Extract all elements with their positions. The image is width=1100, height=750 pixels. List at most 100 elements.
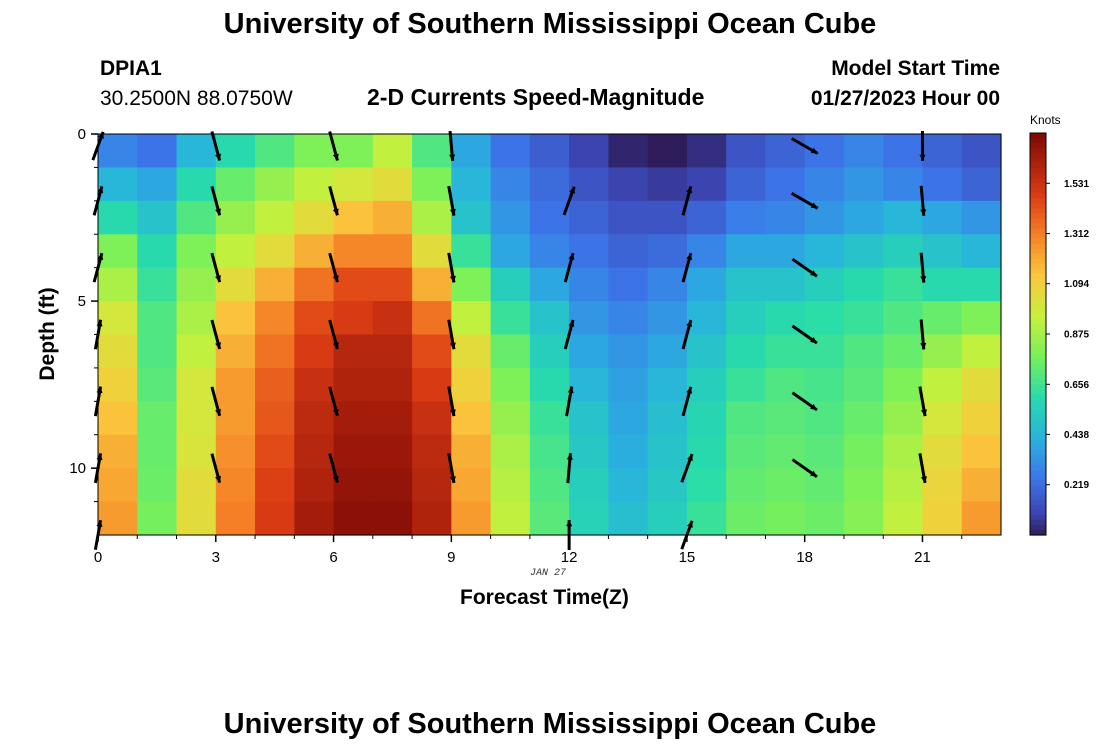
colorbar-swatch bbox=[1030, 328, 1046, 335]
heatmap-cell bbox=[843, 468, 884, 503]
heatmap-cell bbox=[255, 501, 295, 536]
current-vector-arrow bbox=[565, 386, 574, 417]
heatmap-cell bbox=[883, 167, 924, 202]
heatmap-cell bbox=[333, 267, 374, 302]
heatmap-cell bbox=[372, 468, 413, 503]
heatmap-cell bbox=[372, 367, 413, 402]
heatmap-cell bbox=[569, 234, 609, 269]
heatmap-cell bbox=[647, 234, 688, 269]
current-vector-arrow bbox=[791, 324, 818, 345]
heatmap-cell bbox=[176, 234, 217, 269]
heatmap-cell bbox=[647, 167, 688, 202]
current-vector-arrow bbox=[447, 386, 456, 417]
colorbar-swatch bbox=[1030, 193, 1046, 199]
heatmap-cell bbox=[922, 401, 963, 436]
heatmap-cell bbox=[961, 134, 1002, 169]
current-vector-arrow bbox=[210, 252, 222, 283]
colorbar-swatch bbox=[1030, 303, 1046, 310]
colorbar-swatch bbox=[1030, 213, 1046, 220]
heatmap-cell bbox=[843, 200, 884, 235]
colorbar-swatch bbox=[1030, 464, 1046, 471]
heatmap-cell bbox=[569, 401, 609, 436]
heatmap-cell bbox=[137, 234, 178, 269]
heatmap-cell bbox=[294, 434, 335, 469]
heatmap-cell bbox=[529, 134, 570, 169]
heatmap-cell bbox=[176, 301, 217, 336]
colorbar-swatch bbox=[1030, 173, 1046, 179]
heatmap-cell bbox=[804, 434, 845, 469]
heatmap-cell bbox=[294, 234, 335, 269]
heatmap-cell bbox=[922, 334, 963, 369]
x-axis-label: Forecast Time(Z) bbox=[460, 586, 629, 609]
current-vector-arrow bbox=[791, 458, 818, 478]
heatmap-cell bbox=[726, 468, 767, 503]
heatmap-cell bbox=[686, 334, 727, 369]
heatmap-cell bbox=[255, 434, 295, 469]
heatmap-cell bbox=[490, 334, 531, 369]
colorbar-swatch bbox=[1030, 203, 1046, 209]
current-vector-arrow bbox=[791, 391, 818, 412]
heatmap-cell bbox=[255, 334, 295, 369]
heatmap-cell bbox=[372, 501, 413, 536]
colorbar-swatch bbox=[1030, 399, 1046, 405]
heatmap-cell bbox=[765, 468, 806, 503]
colorbar-label: Knots bbox=[1030, 113, 1061, 127]
colorbar-swatch bbox=[1030, 243, 1046, 250]
heatmap-cell bbox=[843, 401, 884, 436]
heatmap-cell bbox=[922, 301, 963, 336]
current-vector-arrow bbox=[919, 319, 927, 350]
heatmap-cell bbox=[137, 267, 178, 302]
heatmap-cell bbox=[569, 367, 609, 402]
heatmap-cell bbox=[529, 334, 570, 369]
heatmap-cell bbox=[294, 200, 335, 235]
heatmap-cell bbox=[726, 301, 767, 336]
heatmap-cell bbox=[372, 167, 413, 202]
current-vector-arrow bbox=[919, 252, 927, 283]
colorbar-swatch bbox=[1030, 288, 1046, 295]
colorbar-swatch bbox=[1030, 223, 1046, 230]
heatmap-cell bbox=[294, 301, 335, 336]
colorbar-swatch bbox=[1030, 444, 1046, 451]
colorbar-swatch bbox=[1030, 143, 1046, 149]
current-vector-arrow bbox=[448, 130, 456, 162]
heatmap-cell bbox=[294, 367, 335, 402]
heatmap-cell bbox=[843, 501, 884, 536]
heatmap-cell bbox=[98, 267, 138, 302]
heatmap-cell bbox=[215, 167, 256, 202]
colorbar-swatch bbox=[1030, 238, 1046, 245]
heatmap-cell bbox=[137, 334, 178, 369]
current-vector-arrow bbox=[790, 137, 819, 155]
heatmap-cell bbox=[490, 167, 531, 202]
heatmap-cell bbox=[961, 468, 1002, 503]
colorbar-swatch bbox=[1030, 293, 1046, 300]
heatmap-cell bbox=[294, 468, 335, 503]
colorbar-swatch bbox=[1030, 494, 1046, 501]
heatmap-cell bbox=[647, 301, 688, 336]
heatmap-cell bbox=[412, 134, 452, 169]
current-vector-arrow bbox=[328, 386, 339, 417]
current-vector-arrow bbox=[681, 319, 693, 350]
heatmap-cell bbox=[372, 200, 413, 235]
heatmap-cell bbox=[176, 134, 217, 169]
heatmap-cell bbox=[569, 434, 609, 469]
heatmap-cell bbox=[137, 167, 178, 202]
footer-title: University of Southern Mississippi Ocean… bbox=[223, 708, 877, 740]
heatmap-cell bbox=[255, 401, 295, 436]
heatmap-cell bbox=[176, 200, 217, 235]
colorbar-swatch bbox=[1030, 233, 1046, 240]
colorbar-swatch bbox=[1030, 188, 1046, 194]
colorbar-swatch bbox=[1030, 168, 1046, 174]
colorbar-swatch bbox=[1030, 263, 1046, 270]
heatmap-cell bbox=[255, 167, 295, 202]
heatmap-cell bbox=[215, 301, 256, 336]
current-vector-arrow bbox=[328, 319, 339, 350]
colorbar-tick-label: 0.875 bbox=[1064, 330, 1089, 341]
heatmap-cell bbox=[98, 200, 138, 235]
heatmap-cell bbox=[137, 434, 178, 469]
colorbar-swatch bbox=[1030, 339, 1046, 345]
current-vector-arrow bbox=[681, 252, 693, 283]
colorbar-swatch bbox=[1030, 318, 1046, 325]
heatmap-cell bbox=[686, 401, 727, 436]
heatmap-cell bbox=[883, 301, 924, 336]
